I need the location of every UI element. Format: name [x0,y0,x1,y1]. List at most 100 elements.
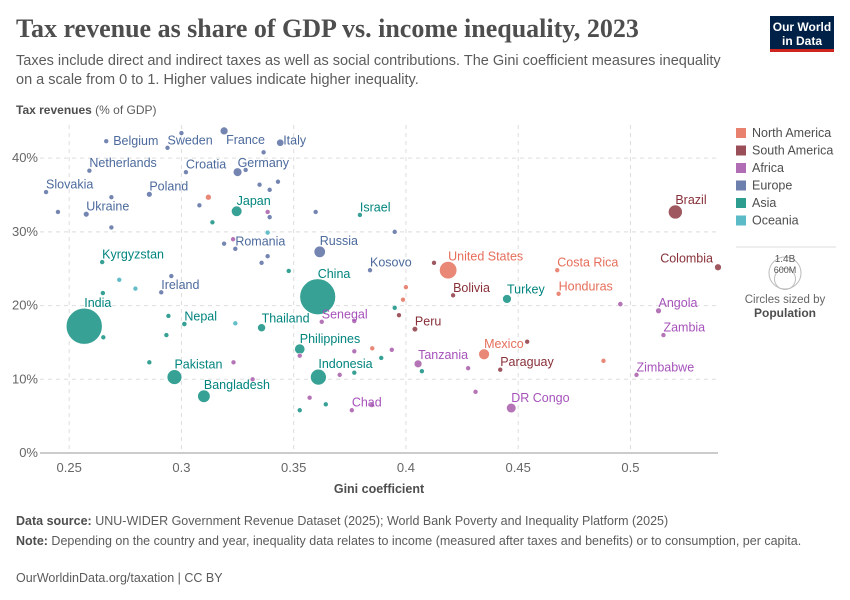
data-point[interactable] [55,209,61,215]
data-point-tanzania[interactable] [413,359,423,369]
data-point[interactable] [391,229,398,235]
data-point-italy[interactable] [276,138,285,147]
data-point[interactable] [617,301,624,308]
data-point-brazil[interactable] [668,204,683,220]
data-point-india[interactable] [65,307,103,345]
owid-logo[interactable]: Our World in Data [770,16,834,52]
data-point-germany[interactable] [232,167,243,177]
data-point-angola[interactable] [655,307,662,314]
legend-entry[interactable]: Europe [752,179,792,193]
data-point[interactable] [524,338,530,345]
data-point-indonesia[interactable] [310,368,327,386]
data-point-zimbabwe[interactable] [633,372,640,378]
data-point[interactable] [275,178,281,185]
data-point-netherlands[interactable] [86,167,93,174]
data-point[interactable] [100,334,107,341]
data-point[interactable] [242,167,249,173]
data-point[interactable] [108,224,115,231]
data-point[interactable] [132,285,139,292]
data-point-chad[interactable] [349,407,355,414]
data-point[interactable] [264,253,271,260]
data-point-romania[interactable] [232,246,239,252]
data-point-israel[interactable] [357,212,363,218]
data-point-pakistan[interactable] [166,369,183,385]
data-point-bangladesh[interactable] [197,389,211,403]
data-point[interactable] [100,290,106,296]
data-point[interactable] [388,347,395,353]
data-point[interactable] [168,273,175,279]
data-point[interactable] [351,348,358,355]
legend-entry[interactable]: Asia [752,196,776,210]
data-point[interactable] [431,260,437,266]
data-point-zambia[interactable] [660,332,667,338]
data-point-belgium[interactable] [103,138,110,145]
data-point[interactable] [391,304,398,311]
data-point[interactable] [465,365,471,372]
data-point-thailand[interactable] [257,323,266,333]
data-point-croatia[interactable] [183,169,189,175]
data-point-russia[interactable] [313,245,326,258]
data-point[interactable] [336,372,343,378]
legend-entry[interactable]: Africa [752,161,784,175]
data-point-costa-rica[interactable] [554,267,561,274]
data-point-sweden[interactable] [164,145,171,151]
data-point[interactable] [264,209,271,215]
data-point[interactable] [419,368,425,374]
data-point[interactable] [146,359,153,366]
data-point[interactable] [264,229,271,236]
data-point[interactable] [258,260,265,266]
data-point[interactable] [196,202,203,209]
data-point[interactable] [400,296,406,303]
data-point[interactable] [116,276,123,283]
data-point[interactable] [351,318,358,324]
data-point[interactable] [296,352,303,359]
data-point[interactable] [403,284,409,290]
data-point[interactable] [232,320,239,327]
data-point-colombia[interactable] [714,263,722,271]
data-point-ireland[interactable] [158,289,165,296]
data-point[interactable] [369,402,375,408]
data-point-honduras[interactable] [555,290,562,297]
data-point[interactable] [209,219,216,226]
data-point[interactable] [221,240,227,247]
data-point-poland[interactable] [146,191,153,198]
data-point-nepal[interactable] [181,321,188,327]
data-point-united-states[interactable] [439,261,458,280]
data-point-slovakia[interactable] [43,189,49,195]
data-point[interactable] [163,332,170,338]
data-point[interactable] [306,394,313,401]
data-point[interactable] [396,312,402,318]
data-point[interactable] [322,401,329,408]
data-point[interactable] [230,359,237,366]
data-point[interactable] [285,268,292,274]
data-point-mexico[interactable] [478,348,490,360]
data-point[interactable] [351,369,358,376]
data-point[interactable] [312,209,319,215]
data-point-peru[interactable] [411,326,418,333]
legend-entry[interactable]: North America [752,126,831,140]
data-point-france[interactable] [219,126,229,136]
legend-entry[interactable]: Oceania [752,214,799,228]
data-point-kyrgyzstan[interactable] [99,259,105,265]
data-point-bolivia[interactable] [450,292,456,299]
source-url[interactable]: OurWorldinData.org/taxation | CC BY [16,571,223,585]
data-point[interactable] [378,355,385,361]
data-point[interactable] [472,389,479,395]
data-point[interactable] [178,130,185,136]
data-point-japan[interactable] [231,205,243,217]
data-point-dr-congo[interactable] [506,402,517,414]
data-point[interactable] [230,236,236,243]
data-point-senegal[interactable] [318,318,325,325]
data-point-ukraine[interactable] [83,210,90,218]
data-point-china[interactable] [299,278,336,315]
data-point[interactable] [165,313,172,319]
data-point[interactable] [108,194,115,201]
data-point[interactable] [600,358,607,364]
data-point[interactable] [249,376,256,383]
legend-entry[interactable]: South America [752,144,833,158]
data-point-paraguay[interactable] [497,366,504,373]
data-point[interactable] [266,214,273,220]
data-point[interactable] [260,149,267,156]
data-point[interactable] [256,181,263,188]
data-point[interactable] [266,187,273,193]
